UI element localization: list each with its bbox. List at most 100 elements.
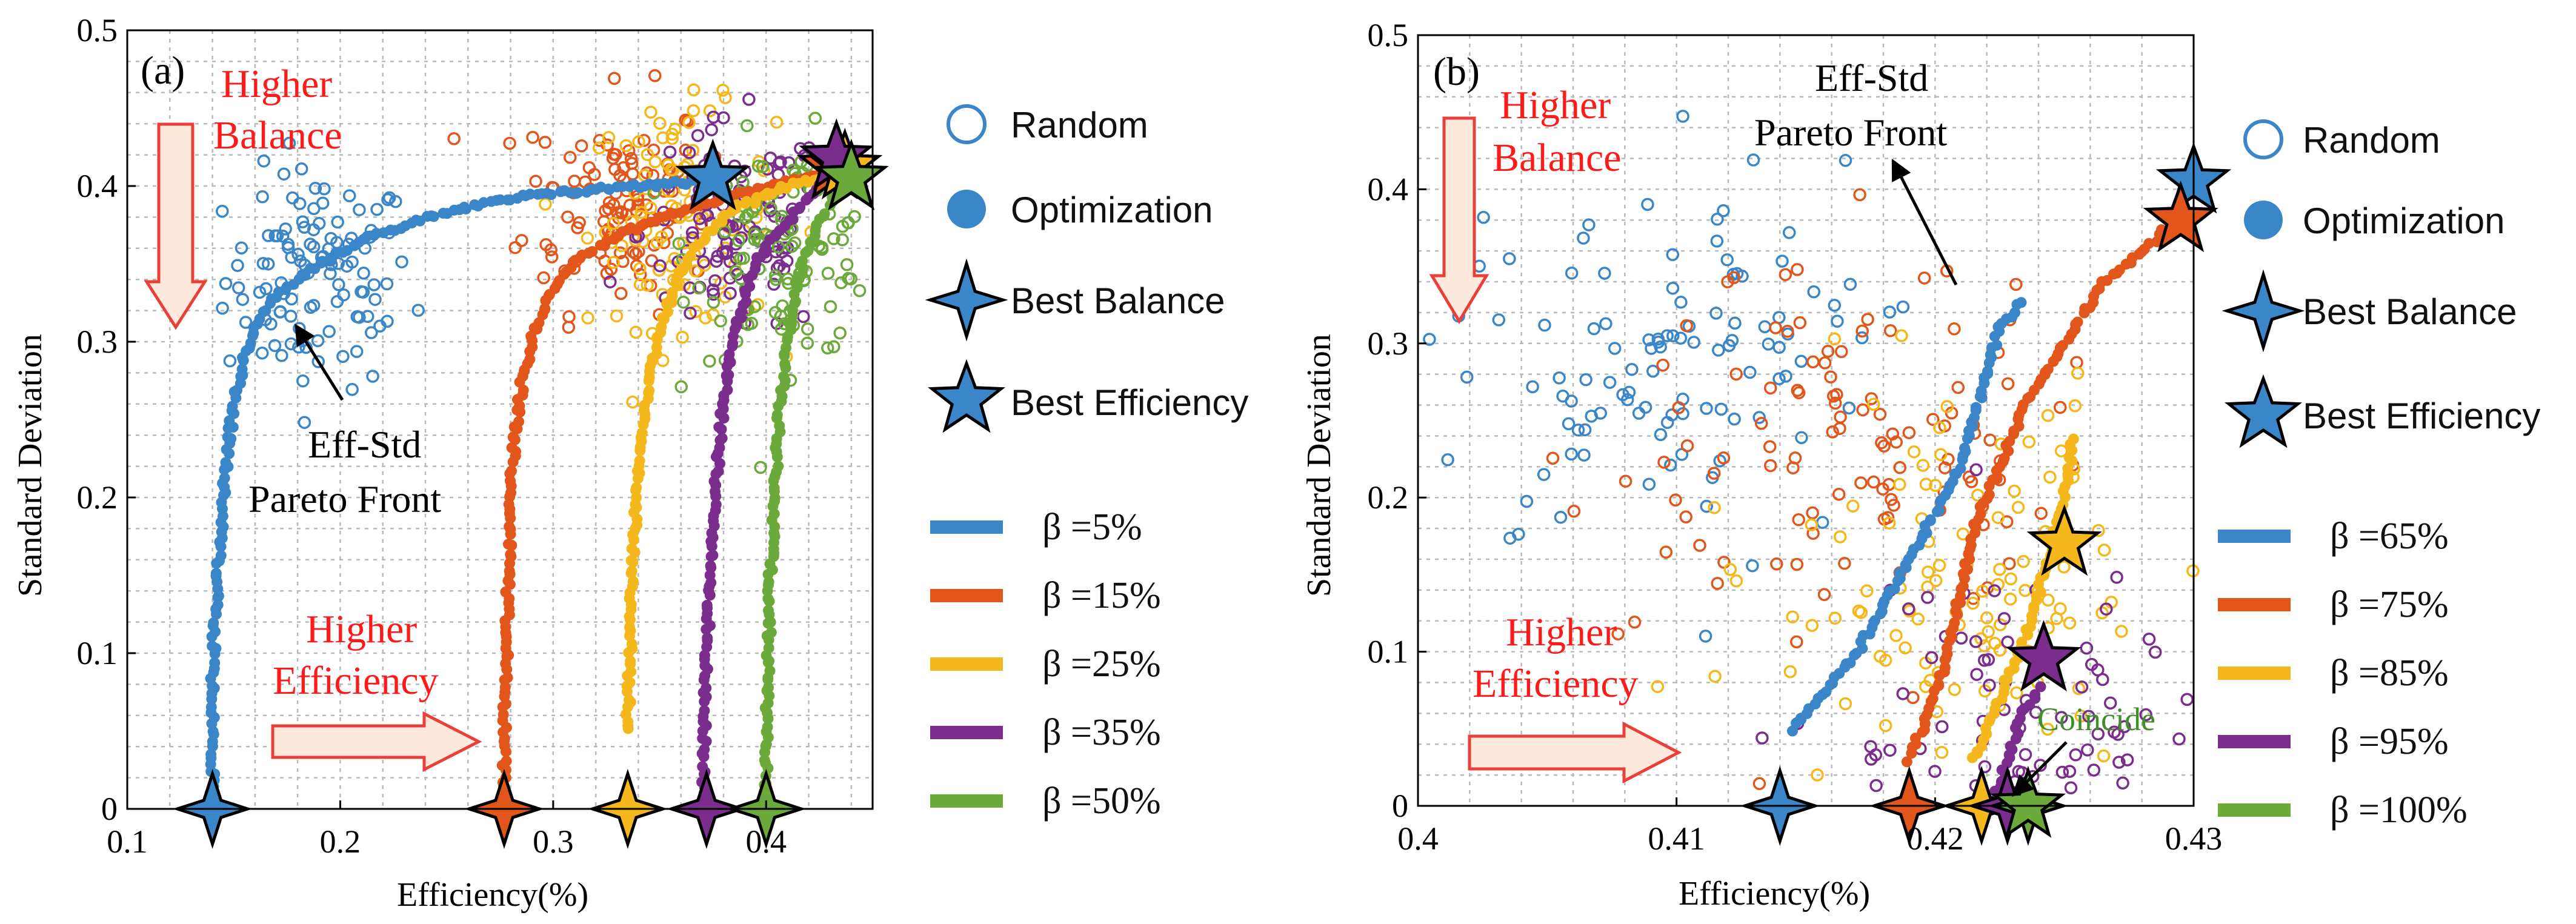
random-point: [1934, 448, 1948, 462]
optimization-point: [697, 761, 708, 773]
random-point: [1991, 577, 2005, 591]
panel-a-optimization-points: [204, 164, 856, 817]
optimization-point: [744, 185, 755, 197]
random-point: [633, 262, 647, 276]
random-point: [381, 193, 394, 207]
random-point: [1776, 254, 1789, 268]
random-point: [1805, 619, 1819, 633]
random-point: [707, 110, 721, 124]
random-point: [216, 204, 229, 218]
optimization-point: [634, 455, 645, 467]
random-point: [1838, 557, 1851, 570]
random-point: [1805, 518, 1819, 531]
random-point: [748, 300, 761, 313]
optimization-point: [626, 565, 637, 577]
random-point: [382, 191, 396, 205]
random-point: [1708, 501, 1721, 514]
panel-b-higher-balance-line2: Balance: [1493, 136, 1622, 180]
legend-a-optimization-icon: [947, 190, 986, 228]
random-point: [2001, 635, 2014, 649]
random-point: [1752, 411, 1766, 424]
random-point: [1477, 211, 1490, 224]
random-point: [1625, 362, 1639, 376]
random-point: [1641, 198, 1654, 211]
random-point: [296, 215, 310, 228]
legend-a-random-icon: [947, 104, 987, 144]
panel-b-label: (b): [1433, 50, 1480, 94]
random-point: [601, 138, 614, 151]
random-point: [1956, 527, 1970, 541]
random-point: [1867, 397, 1880, 411]
random-point: [1954, 631, 1968, 645]
panel-a-ticks: 0.1 0.2 0.3 0.400.10.20.30.40.5: [77, 12, 787, 860]
legend-b-random-label: Random: [2303, 120, 2440, 161]
random-point: [716, 84, 730, 97]
optimization-point: [209, 657, 221, 668]
panel-a-higher-efficiency-line1: Higher: [306, 607, 417, 651]
random-point: [223, 354, 237, 368]
random-point: [1921, 565, 1935, 579]
optimization-point: [1949, 617, 1960, 628]
optimization-point: [710, 499, 722, 510]
random-point: [1520, 494, 1534, 508]
random-point: [1806, 506, 1819, 520]
panel-a-ylabel: Standard Deviation: [12, 334, 49, 597]
random-point: [1889, 629, 1903, 642]
random-point: [1855, 324, 1869, 338]
random-point: [367, 278, 381, 291]
random-point: [1926, 413, 1940, 426]
legend-a-beta-lines: β =5% β =15% β =25% β =35% β =50%: [930, 507, 1161, 822]
random-point: [607, 216, 621, 230]
random-point: [255, 346, 269, 360]
random-point: [1779, 370, 1792, 383]
random-point: [677, 236, 690, 250]
random-point: [1554, 510, 1568, 524]
random-point: [703, 104, 717, 118]
random-point: [1867, 475, 1880, 489]
random-point: [545, 250, 559, 264]
random-point: [687, 104, 701, 118]
random-point: [1896, 300, 1910, 314]
random-point: [607, 256, 621, 270]
random-point: [1616, 388, 1629, 402]
random-point: [285, 292, 298, 306]
legend-b-best-balance-label: Best Balance: [2303, 291, 2517, 332]
random-point: [503, 136, 516, 150]
random-point: [342, 189, 356, 202]
random-point: [631, 198, 645, 211]
random-point: [311, 334, 325, 348]
random-point: [1628, 616, 1642, 629]
random-point: [538, 136, 552, 149]
optimization-point: [741, 296, 752, 308]
random-point: [602, 131, 616, 144]
random-point: [714, 314, 727, 328]
random-point: [1674, 331, 1688, 345]
x-tick-label: 0.2: [320, 823, 361, 860]
random-point: [1503, 531, 1517, 545]
random-point: [808, 111, 822, 125]
random-point: [1553, 371, 1566, 385]
random-point: [1763, 440, 1777, 453]
random-point: [729, 265, 742, 279]
random-point: [617, 161, 630, 174]
random-point: [2180, 693, 2194, 706]
random-point: [688, 264, 702, 278]
panel-b-coincide-arrow: [2012, 741, 2068, 797]
random-point: [1834, 410, 1847, 424]
random-point: [337, 288, 350, 302]
optimization-point: [763, 682, 774, 693]
panel-a-pareto-line2: Pareto Front: [248, 477, 441, 520]
random-point: [662, 158, 675, 171]
random-point: [291, 248, 305, 261]
random-point: [1538, 318, 1551, 332]
random-point: [1779, 268, 1792, 281]
random-point: [293, 197, 307, 210]
random-point: [684, 307, 697, 320]
random-point: [1938, 461, 1952, 474]
optimization-point: [506, 465, 517, 477]
random-point: [674, 380, 688, 394]
random-point: [279, 222, 292, 236]
random-point: [561, 210, 574, 224]
x-tick-label: 0.3: [533, 823, 574, 860]
random-point: [1687, 336, 1700, 349]
